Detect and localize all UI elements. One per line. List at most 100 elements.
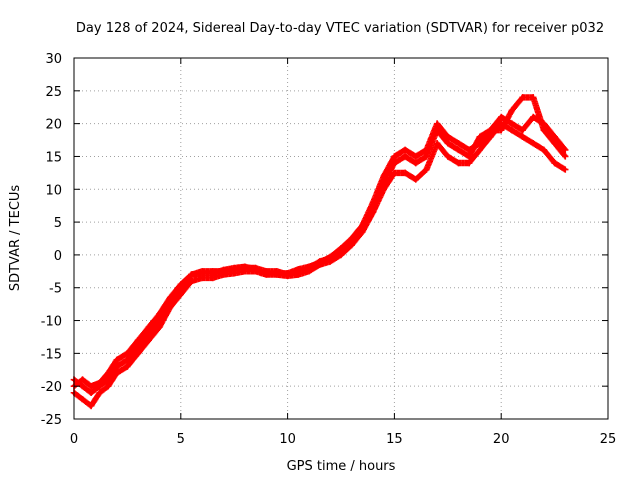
data-point [134, 350, 142, 357]
data-point [87, 389, 95, 396]
data-point [241, 263, 249, 270]
data-point [508, 127, 516, 134]
data-point [231, 264, 238, 272]
y-axis-label: SDTVAR / TECUs [8, 185, 23, 292]
data-point [401, 169, 409, 177]
data-point [359, 222, 366, 229]
data-point [519, 133, 526, 140]
data-point [455, 159, 462, 167]
y-tick-label: 0 [54, 249, 62, 264]
data-point [316, 259, 323, 266]
y-tick-label: -25 [41, 413, 62, 428]
data-point [423, 146, 430, 154]
data-point [444, 133, 451, 140]
data-point [530, 140, 537, 147]
data-point [540, 120, 548, 127]
data-point [348, 241, 355, 249]
data-point [412, 176, 419, 183]
data-point [284, 270, 291, 277]
data-point [540, 146, 548, 154]
grid-lines [74, 58, 608, 419]
data-point [79, 376, 86, 383]
data-point [156, 310, 163, 318]
data-point [209, 270, 217, 277]
data-point [465, 159, 473, 167]
data-point [348, 235, 355, 242]
data-point [562, 146, 569, 154]
data-point [295, 266, 302, 273]
data-point [508, 107, 516, 114]
data-point [87, 402, 95, 410]
y-tick-label: 20 [45, 118, 62, 133]
data-point [177, 291, 184, 298]
data-point [96, 379, 103, 387]
data-point [263, 270, 270, 277]
data-point [476, 133, 484, 140]
data-point [433, 120, 441, 127]
data-point [87, 382, 95, 390]
y-tick-label: -10 [41, 315, 62, 330]
data-point [401, 146, 409, 154]
data-point [423, 166, 430, 173]
data-series [70, 94, 569, 410]
x-tick-label: 10 [279, 432, 296, 447]
data-point [476, 146, 484, 154]
x-tick-label: 25 [600, 432, 617, 447]
data-point [79, 382, 86, 390]
data-point [551, 159, 558, 167]
data-point [145, 330, 152, 337]
data-point [145, 337, 152, 344]
data-point [562, 166, 569, 173]
data-point [166, 304, 174, 311]
data-point [96, 389, 103, 396]
y-tick-label: 5 [54, 216, 62, 231]
y-tick-label: 15 [45, 150, 62, 165]
data-point [401, 153, 409, 160]
x-tick-label: 20 [493, 432, 510, 447]
data-point [380, 186, 387, 193]
data-point [391, 169, 398, 177]
y-tick-label: -5 [49, 282, 62, 297]
data-point [444, 153, 451, 160]
data-point [104, 369, 112, 377]
data-point [113, 356, 120, 364]
data-point [79, 396, 86, 403]
axis-ticks: 0 5 10 15 20 25 -25 -20 -15 -10 -5 0 5 10 15 20 25 30 [41, 52, 617, 447]
data-point [476, 140, 484, 147]
x-axis-label: GPS time / hours [287, 459, 396, 474]
data-point [455, 140, 462, 147]
data-point [124, 363, 131, 370]
data-point [134, 337, 142, 344]
data-point [145, 323, 152, 331]
data-point [519, 127, 526, 134]
data-point [337, 251, 345, 259]
series-markers [70, 94, 568, 396]
data-point [391, 153, 398, 160]
data-point [124, 350, 131, 357]
data-point [369, 199, 377, 206]
data-point [156, 323, 163, 331]
data-point [465, 153, 473, 160]
x-tick-label: 5 [177, 432, 185, 447]
data-point [188, 271, 195, 278]
chart-title: Day 128 of 2024, Sidereal Day-to-day VTE… [76, 21, 604, 36]
data-point [487, 127, 494, 134]
data-point [498, 113, 505, 121]
data-point [177, 281, 184, 288]
series-track-a [70, 94, 569, 396]
data-point [455, 146, 462, 154]
data-point [412, 153, 419, 160]
data-point [113, 369, 120, 377]
data-point [465, 146, 473, 154]
x-tick-label: 0 [70, 432, 78, 447]
y-tick-label: 10 [45, 183, 62, 198]
data-point [412, 159, 419, 167]
y-tick-label: 30 [45, 52, 62, 67]
data-point [530, 113, 537, 121]
plot-frame [73, 57, 609, 420]
data-point [166, 294, 174, 301]
y-tick-label: 25 [45, 85, 62, 100]
data-point [305, 263, 313, 270]
data-point [337, 245, 345, 252]
